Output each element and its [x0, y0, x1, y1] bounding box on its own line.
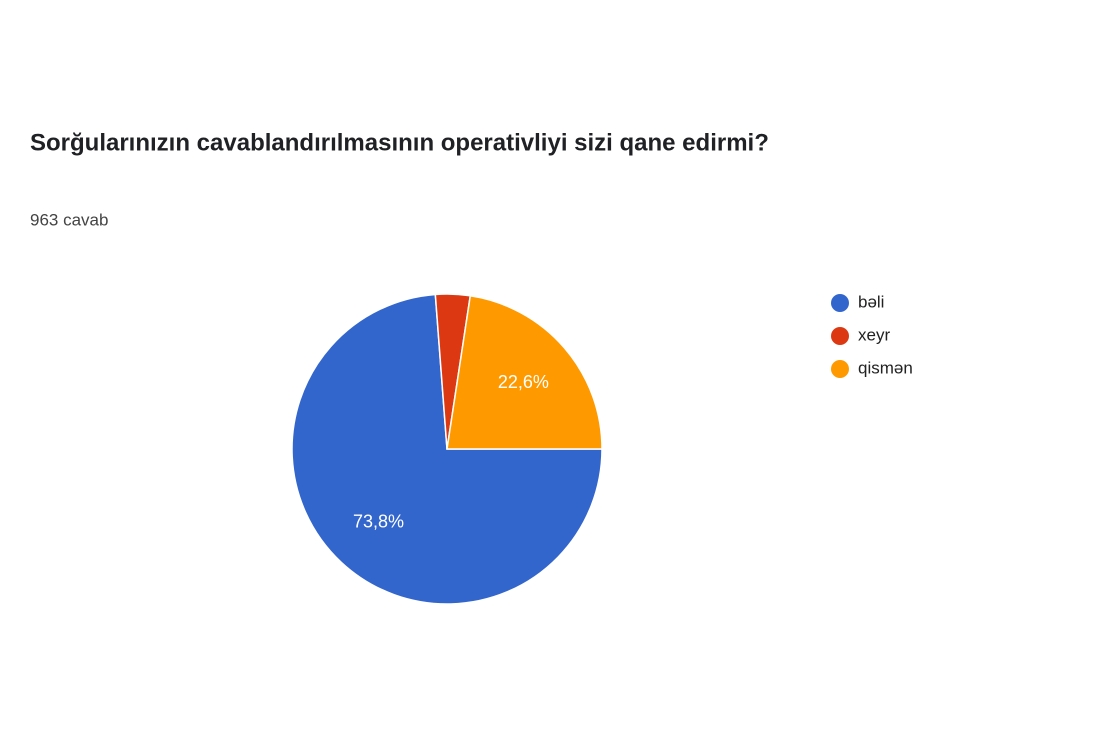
legend-label: qismən: [858, 358, 913, 377]
slice-label: 73,8%: [353, 512, 404, 532]
chart-subtitle: 963 cavab: [30, 210, 108, 229]
legend-label: bəli: [858, 292, 884, 311]
legend-label: xeyr: [858, 325, 890, 344]
legend-swatch: [831, 327, 849, 345]
chart-title: Sorğularınızın cavablandırılmasının oper…: [30, 129, 769, 156]
pie-slice: [446, 294, 603, 450]
legend-swatch: [831, 294, 849, 312]
legend-swatch: [831, 360, 849, 378]
slice-label: 22,6%: [498, 372, 549, 392]
